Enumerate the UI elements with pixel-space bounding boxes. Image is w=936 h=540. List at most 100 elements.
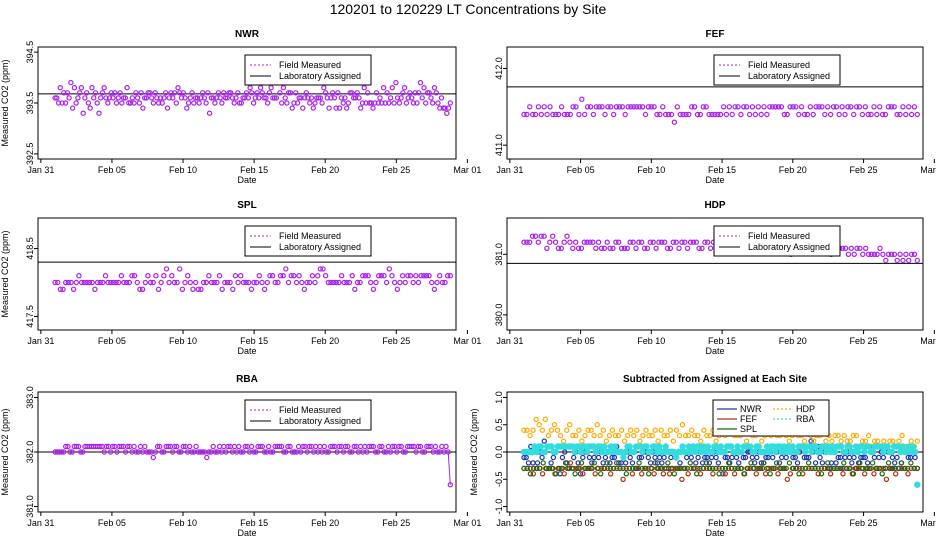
x-tick-label: Feb 20 xyxy=(779,165,807,175)
data-point xyxy=(619,104,626,110)
data-point-nwr xyxy=(871,454,878,461)
data-point-rba xyxy=(816,448,824,456)
legend-box xyxy=(244,399,372,431)
data-point xyxy=(781,111,788,118)
data-point-hdp xyxy=(597,432,603,439)
data-point-nwr xyxy=(740,454,747,461)
data-point xyxy=(433,90,439,96)
data-point xyxy=(532,111,539,118)
data-point-spl xyxy=(546,465,553,472)
data-point xyxy=(403,100,410,106)
data-point xyxy=(184,273,191,279)
data-point-spl xyxy=(646,471,652,477)
legend-label-spl: SPL xyxy=(740,424,757,434)
data-point xyxy=(68,79,74,86)
data-point xyxy=(169,273,175,279)
data-point xyxy=(431,84,438,91)
data-point xyxy=(312,279,318,286)
data-point xyxy=(86,279,93,286)
data-point xyxy=(414,100,420,106)
data-point xyxy=(78,279,85,286)
data-point-nwr xyxy=(706,460,713,466)
data-point xyxy=(193,443,199,450)
data-point xyxy=(330,443,336,450)
data-point-spl xyxy=(869,460,876,466)
data-point xyxy=(349,273,355,279)
data-point xyxy=(610,111,617,118)
data-point xyxy=(544,111,550,118)
data-point xyxy=(113,100,120,106)
data-point xyxy=(73,279,80,286)
data-point xyxy=(360,273,366,279)
data-point xyxy=(541,104,547,110)
data-point xyxy=(845,251,852,257)
x-tick-label: Feb 25 xyxy=(382,336,410,346)
data-point-hdp xyxy=(591,432,597,439)
data-point-hdp xyxy=(875,438,881,444)
data-point-nwr xyxy=(609,454,615,461)
data-point xyxy=(97,95,104,101)
data-point-hdp xyxy=(655,438,661,444)
data-point-hdp xyxy=(832,432,838,439)
data-point xyxy=(561,111,568,118)
data-point xyxy=(187,279,193,286)
data-point-hdp xyxy=(896,438,902,444)
data-point xyxy=(396,443,402,450)
data-point xyxy=(584,104,591,110)
data-point-nwr xyxy=(715,460,722,466)
data-point xyxy=(102,273,109,279)
data-point-rba xyxy=(673,454,680,461)
data-point xyxy=(848,104,854,110)
data-point xyxy=(696,245,702,251)
data-point xyxy=(261,449,268,455)
data-point-fef xyxy=(883,476,890,482)
panel-nwr: NWR Jan 31 Feb 05 Feb 10 Feb 15 Feb 20 Feb 25 M… xyxy=(0,29,481,185)
data-point-hdp xyxy=(640,432,646,439)
data-point xyxy=(647,239,654,245)
data-point-hdp xyxy=(713,438,719,444)
data-point xyxy=(674,104,681,110)
data-point xyxy=(434,279,440,286)
data-point-fef xyxy=(731,471,738,477)
data-point xyxy=(273,95,280,101)
data-point xyxy=(428,95,434,101)
data-point-hdp xyxy=(844,438,850,444)
data-point xyxy=(103,443,110,450)
data-point xyxy=(123,279,130,286)
data-point xyxy=(720,104,727,110)
data-point-nwr xyxy=(776,460,783,466)
data-point-nwr xyxy=(652,454,658,461)
data-point-spl xyxy=(745,465,751,472)
legend-label-assigned: Laboratory Assigned xyxy=(279,71,361,81)
data-point xyxy=(223,449,229,455)
data-point xyxy=(94,100,100,106)
data-point-nwr xyxy=(525,460,532,466)
data-point xyxy=(313,443,319,450)
data-point-hdp xyxy=(890,438,896,444)
data-point-spl xyxy=(521,465,527,472)
x-tick-label: Feb 05 xyxy=(567,165,595,175)
data-point xyxy=(447,273,453,279)
data-point xyxy=(259,443,265,450)
data-point-rba xyxy=(692,448,699,456)
data-point-spl xyxy=(908,460,914,466)
data-point-spl xyxy=(738,465,745,472)
data-point-fef xyxy=(722,471,729,477)
data-point xyxy=(564,233,570,239)
data-point xyxy=(240,449,246,455)
y-tick-label: 393.5 xyxy=(25,92,35,115)
data-point xyxy=(200,279,207,286)
data-point xyxy=(888,251,895,257)
data-point xyxy=(174,279,180,286)
data-point xyxy=(618,245,625,251)
data-point-spl xyxy=(757,465,764,472)
data-point-hdp xyxy=(609,427,616,433)
data-point xyxy=(877,104,883,110)
data-point xyxy=(92,90,99,96)
data-point-rba xyxy=(537,443,545,450)
x-tick-label: Feb 20 xyxy=(779,518,807,528)
legend-box xyxy=(713,225,841,257)
data-point xyxy=(386,100,392,106)
data-point-hdp xyxy=(881,438,887,444)
data-point-hdp xyxy=(542,416,549,422)
